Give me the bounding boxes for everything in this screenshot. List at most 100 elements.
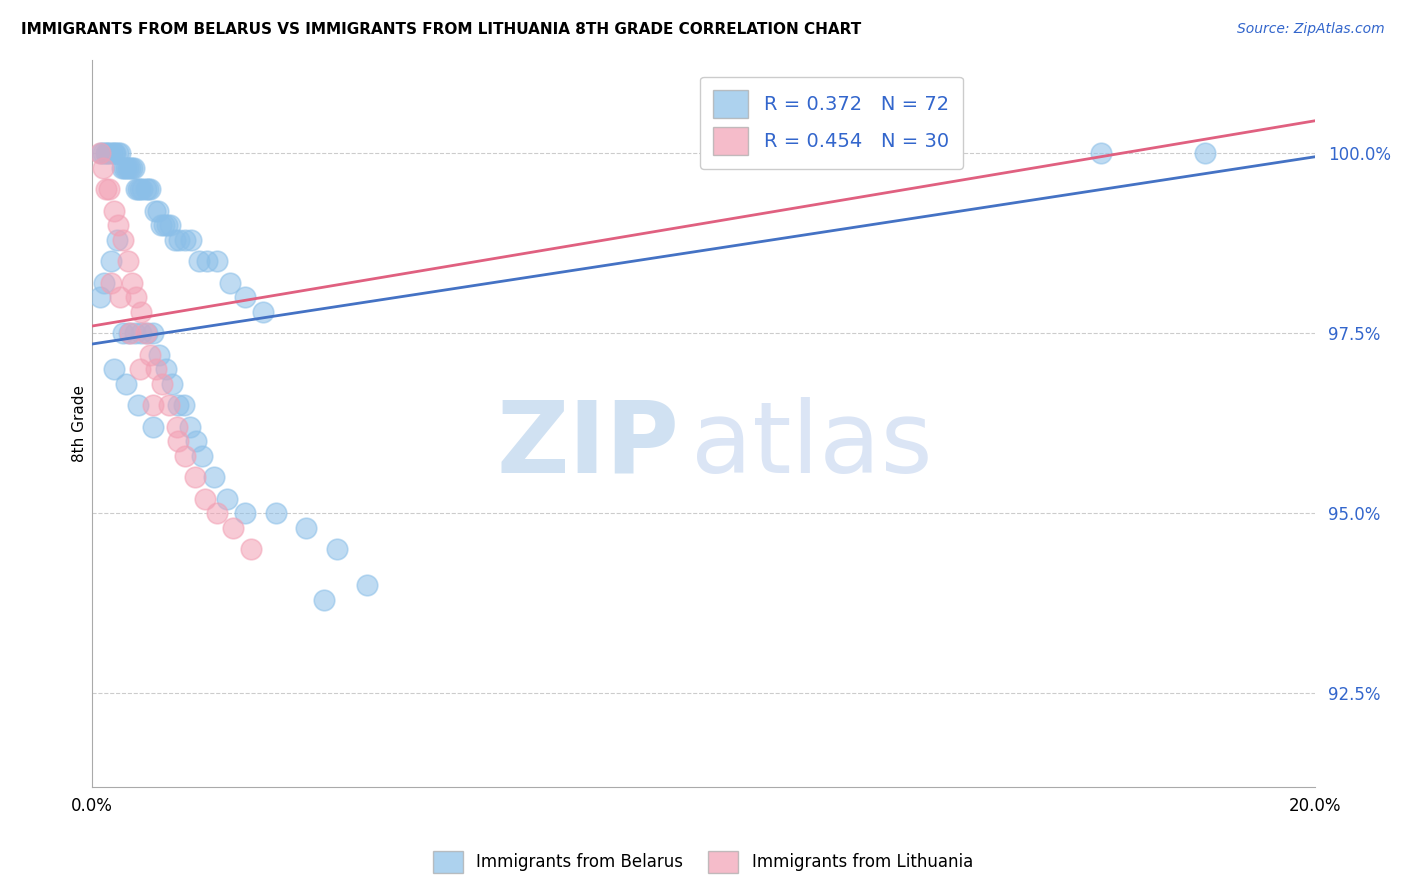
Point	[127, 398, 149, 412]
Point	[103, 203, 125, 218]
Point	[215, 491, 238, 506]
Point	[143, 203, 166, 218]
Point	[218, 276, 240, 290]
Point	[148, 348, 170, 362]
Point	[125, 182, 148, 196]
Point	[98, 146, 121, 161]
Point	[100, 276, 122, 290]
Point	[91, 161, 114, 175]
Point	[191, 449, 214, 463]
Point	[204, 470, 226, 484]
Point	[120, 161, 142, 175]
Legend: Immigrants from Belarus, Immigrants from Lithuania: Immigrants from Belarus, Immigrants from…	[426, 845, 980, 880]
Point	[135, 182, 157, 196]
Point	[139, 348, 162, 362]
Point	[105, 233, 128, 247]
Point	[314, 592, 336, 607]
Point	[184, 434, 207, 449]
Point	[157, 398, 180, 412]
Point	[195, 254, 218, 268]
Point	[149, 218, 172, 232]
Point	[138, 182, 160, 196]
Point	[325, 542, 347, 557]
Point	[156, 218, 179, 232]
Point	[103, 146, 125, 161]
Point	[252, 304, 274, 318]
Point	[124, 326, 146, 341]
Point	[173, 398, 195, 412]
Point	[100, 146, 122, 161]
Point	[207, 506, 229, 520]
Point	[128, 362, 150, 376]
Point	[1194, 146, 1216, 161]
Point	[166, 419, 188, 434]
Point	[139, 182, 162, 196]
Point	[160, 376, 183, 391]
Point	[121, 161, 143, 175]
Point	[233, 290, 256, 304]
Point	[155, 362, 177, 376]
Point	[125, 290, 148, 304]
Point	[207, 254, 229, 268]
Point	[233, 506, 256, 520]
Point	[98, 182, 121, 196]
Point	[148, 203, 170, 218]
Point	[114, 376, 136, 391]
Point	[180, 233, 202, 247]
Point	[167, 233, 190, 247]
Point	[174, 449, 197, 463]
Point	[93, 276, 115, 290]
Point	[94, 146, 117, 161]
Point	[91, 146, 114, 161]
Text: IMMIGRANTS FROM BELARUS VS IMMIGRANTS FROM LITHUANIA 8TH GRADE CORRELATION CHART: IMMIGRANTS FROM BELARUS VS IMMIGRANTS FR…	[21, 22, 862, 37]
Point	[295, 521, 318, 535]
Point	[118, 326, 141, 341]
Point	[108, 146, 131, 161]
Text: Source: ZipAtlas.com: Source: ZipAtlas.com	[1237, 22, 1385, 37]
Point	[89, 146, 111, 161]
Point	[96, 146, 118, 161]
Point	[356, 578, 378, 592]
Point	[159, 218, 181, 232]
Point	[103, 362, 125, 376]
Point	[107, 218, 129, 232]
Point	[108, 290, 131, 304]
Point	[152, 376, 174, 391]
Point	[117, 254, 139, 268]
Point	[135, 326, 157, 341]
Point	[121, 276, 143, 290]
Point	[128, 182, 150, 196]
Point	[142, 326, 165, 341]
Point	[188, 254, 211, 268]
Point	[111, 233, 134, 247]
Point	[1090, 146, 1112, 161]
Point	[104, 146, 127, 161]
Point	[117, 161, 139, 175]
Point	[907, 146, 929, 161]
Point	[131, 182, 153, 196]
Point	[114, 161, 136, 175]
Point	[90, 146, 112, 161]
Point	[120, 326, 142, 341]
Text: atlas: atlas	[692, 397, 934, 493]
Point	[94, 182, 117, 196]
Text: ZIP: ZIP	[496, 397, 679, 493]
Point	[107, 146, 129, 161]
Legend: R = 0.372   N = 72, R = 0.454   N = 30: R = 0.372 N = 72, R = 0.454 N = 30	[700, 77, 963, 169]
Point	[142, 419, 165, 434]
Point	[166, 434, 188, 449]
Point	[110, 161, 132, 175]
Y-axis label: 8th Grade: 8th Grade	[72, 384, 87, 462]
Point	[145, 362, 167, 376]
Point	[222, 521, 245, 535]
Point	[194, 491, 217, 506]
Point	[89, 290, 111, 304]
Point	[174, 233, 197, 247]
Point	[166, 398, 188, 412]
Point	[142, 398, 165, 412]
Point	[153, 218, 176, 232]
Point	[129, 326, 152, 341]
Point	[111, 326, 134, 341]
Point	[129, 304, 152, 318]
Point	[122, 161, 145, 175]
